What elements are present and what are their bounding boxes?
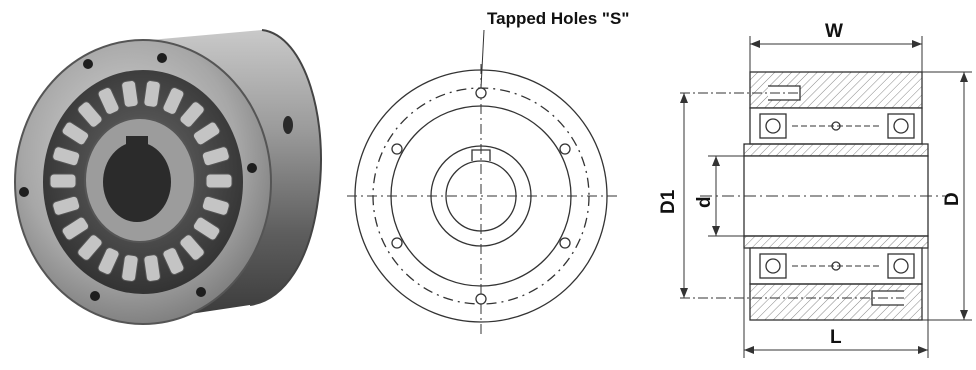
outer-diameter-label: D [942, 192, 963, 206]
front-view-drawing: Tapped Holes "S" [345, 0, 630, 365]
roller [97, 247, 120, 275]
tapped-hole [559, 237, 571, 249]
face-hole [19, 187, 29, 197]
roller [52, 195, 81, 216]
section-view-drawing: W D1 [658, 0, 976, 365]
face-hole [83, 59, 93, 69]
tapped-holes-label: Tapped Holes "S" [487, 9, 629, 28]
tapped-hole [475, 87, 487, 99]
roller [192, 121, 221, 146]
tapped-hole [559, 143, 571, 155]
roller [201, 195, 230, 216]
roller [179, 234, 205, 261]
keyway [126, 136, 148, 152]
roller [143, 80, 161, 108]
face-hole [90, 291, 100, 301]
roller [143, 254, 161, 282]
roller [192, 216, 221, 241]
roller [97, 87, 120, 115]
roller-ring [49, 80, 233, 282]
roller [179, 101, 205, 128]
inner-ring-bottom [743, 235, 929, 249]
tapped-hole [391, 143, 403, 155]
roller [77, 101, 103, 128]
bore-label: d [694, 196, 715, 208]
roller [52, 146, 81, 167]
clutch-photo [0, 0, 335, 365]
roller [61, 216, 90, 241]
roller [49, 173, 77, 189]
roller [121, 254, 139, 282]
tapped-hole [475, 293, 487, 305]
roller [121, 80, 139, 108]
bore [103, 142, 171, 222]
callout-leader [480, 29, 485, 89]
roller [77, 234, 103, 261]
roller [162, 87, 185, 115]
roller [201, 146, 230, 167]
roller [205, 173, 233, 189]
face-hole [157, 53, 167, 63]
length-label: L [830, 327, 842, 348]
roller [61, 121, 90, 146]
tapped-hole [391, 237, 403, 249]
pitch-circle-label: D1 [660, 189, 679, 214]
inner-ring-top [743, 143, 929, 157]
face-hole [247, 163, 257, 173]
face-hole [196, 287, 206, 297]
width-label: W [825, 21, 843, 42]
roller [162, 247, 185, 275]
